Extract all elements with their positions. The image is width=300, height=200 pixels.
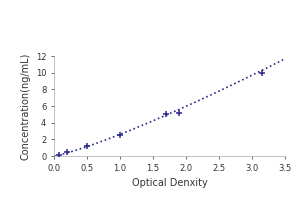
X-axis label: Optical Denxity: Optical Denxity bbox=[132, 178, 207, 188]
Y-axis label: Concentration(ng/mL): Concentration(ng/mL) bbox=[20, 52, 30, 160]
